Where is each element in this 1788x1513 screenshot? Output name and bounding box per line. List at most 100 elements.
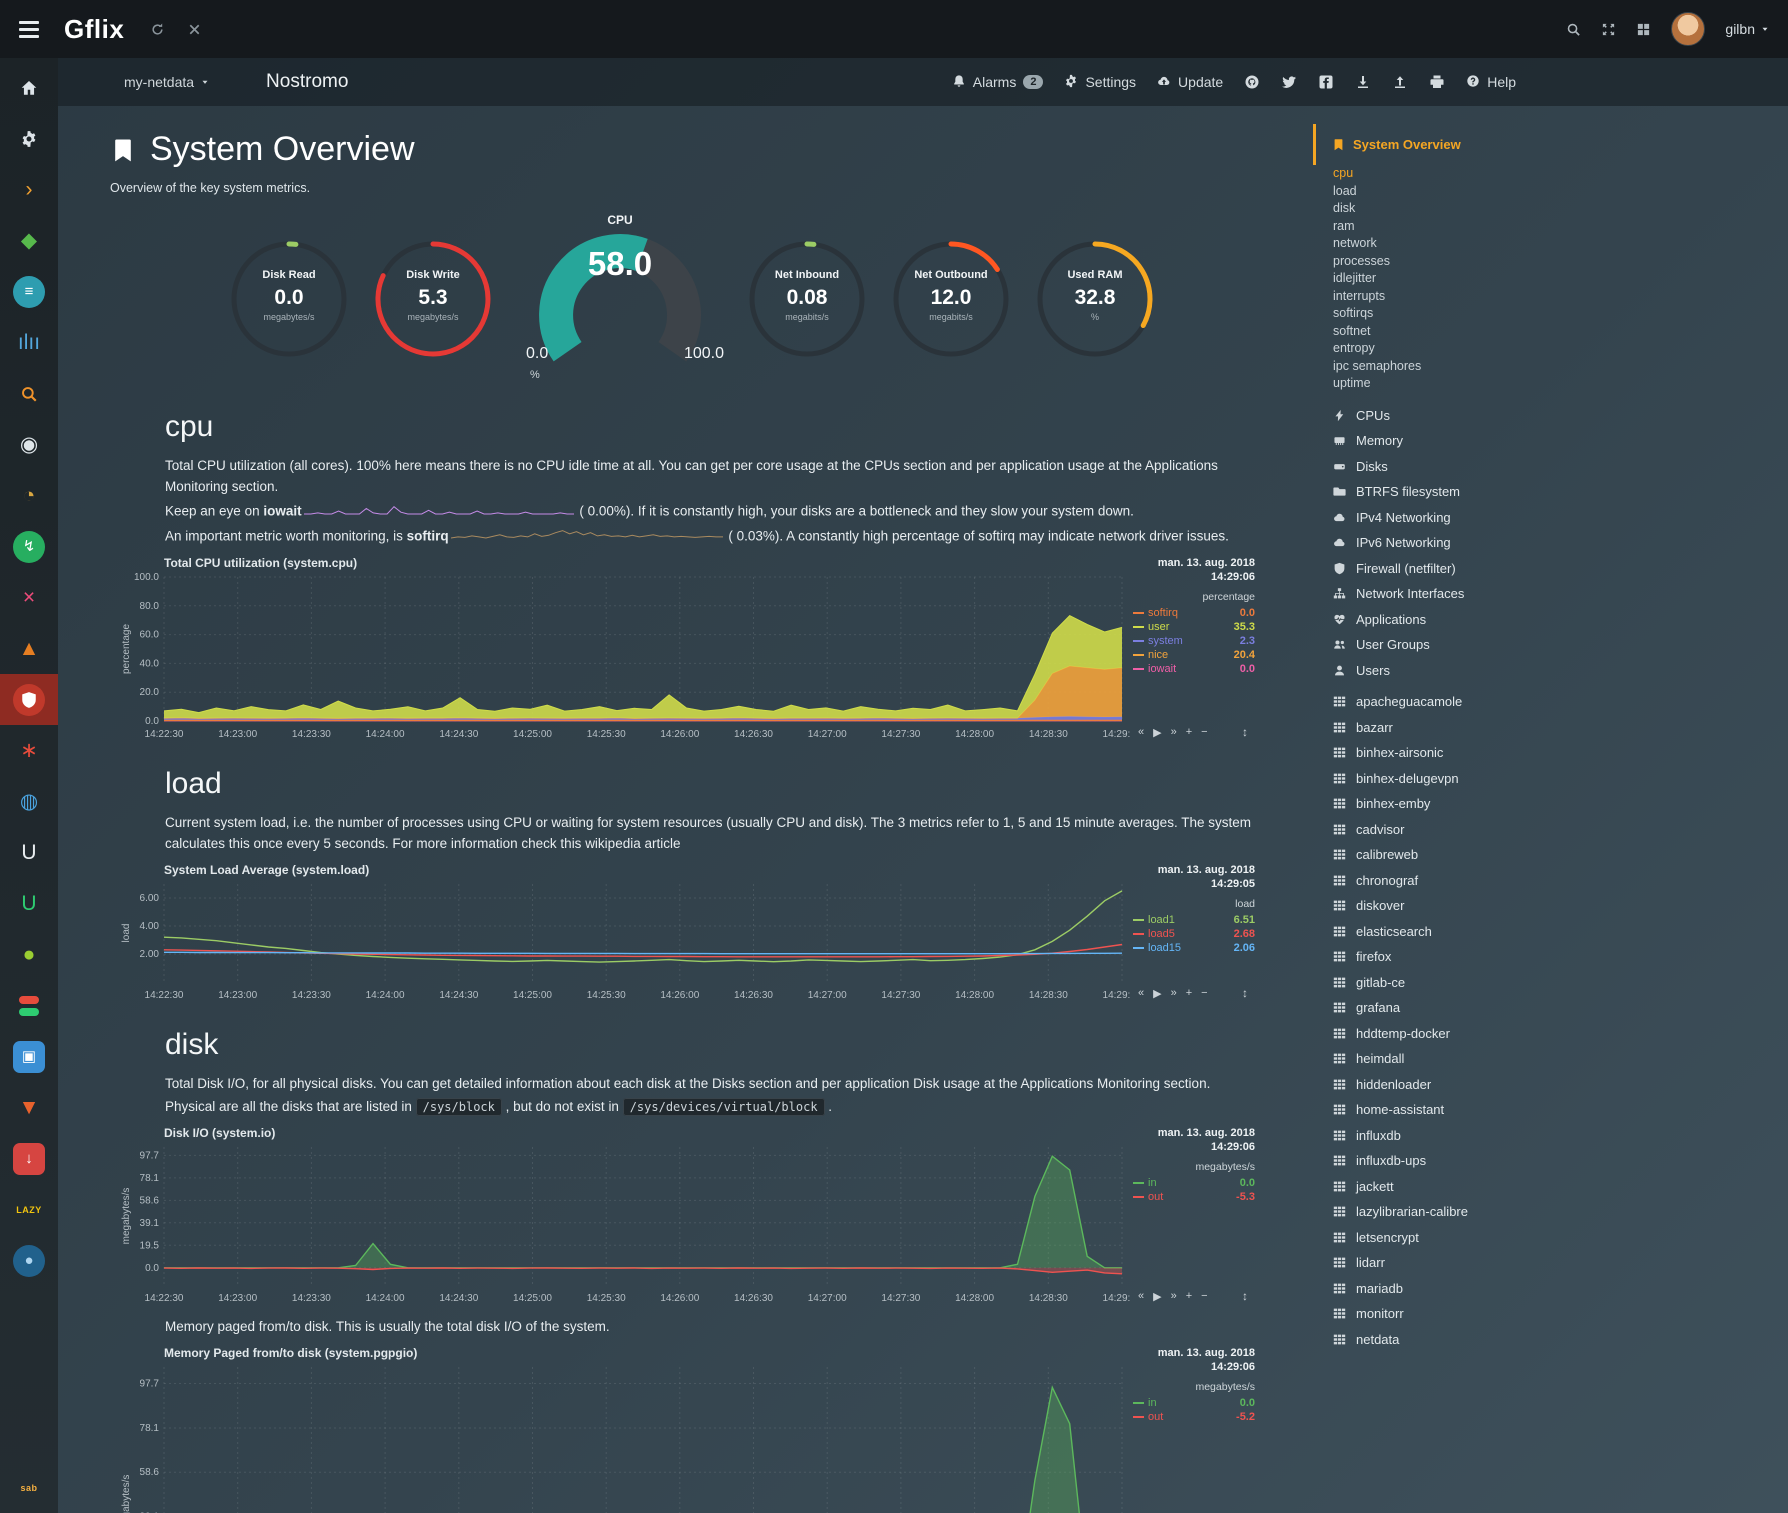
legend-series-in[interactable]: in 0.0 [1133,1396,1255,1410]
legend-series-in[interactable]: in 0.0 [1133,1176,1255,1190]
upload-icon[interactable] [1392,74,1408,90]
menu-app-binhex-airsonic[interactable]: binhex-airsonic [1313,740,1788,766]
tabs-grid-icon[interactable] [1636,22,1651,37]
menu-app-diskover[interactable]: diskover [1313,893,1788,919]
chart-control-3[interactable]: + [1185,1290,1193,1303]
fullscreen-icon[interactable] [1601,22,1616,37]
chart-legend[interactable]: man. 13. aug. 2018 14:29:06 megabytes/s in 0… [1133,1126,1255,1204]
facebook-icon[interactable] [1318,74,1334,90]
legend-series-load1[interactable]: load1 6.51 [1133,913,1255,927]
search-icon[interactable] [1566,22,1581,37]
chart-control-1[interactable]: ▶ [1153,987,1162,1000]
chart-resize-handle[interactable]: ↕ [1242,985,1248,1000]
chart-system-io[interactable]: Disk I/O (system.io) 14:22:30 14:23:00 14:2… [120,1126,1255,1307]
sidebar-app-u-green[interactable]: U [0,878,58,929]
sidebar-app-search-app[interactable] [0,368,58,419]
menu-app-jackett[interactable]: jackett [1313,1174,1788,1200]
sidebar-app-blue-drop[interactable]: ● [0,1235,58,1286]
menu-section-network-interfaces[interactable]: Network Interfaces [1313,581,1788,607]
menu-app-firefox[interactable]: firefox [1313,944,1788,970]
menu-item-processes[interactable]: processes [1333,253,1390,268]
download-icon[interactable] [1355,74,1371,90]
sidebar-app-lazylibrarian[interactable]: LAZY [0,1184,58,1235]
legend-series-load15[interactable]: load15 2.06 [1133,941,1255,955]
menu-app-heimdall[interactable]: heimdall [1313,1046,1788,1072]
menu-item-interrupts[interactable]: interrupts [1333,288,1386,303]
chart-control-1[interactable]: ▶ [1153,1291,1162,1304]
chart-resize-handle[interactable]: ↕ [1242,1289,1248,1304]
chart-control-4[interactable]: − [1201,986,1208,999]
help-button[interactable]: Help [1466,74,1516,91]
sidebar-app-pills[interactable] [0,980,58,1031]
menu-item-softnet[interactable]: softnet [1333,323,1371,338]
menu-item-ipc-semaphores[interactable]: ipc semaphores [1333,358,1422,373]
menu-app-chronograf[interactable]: chronograf [1313,868,1788,894]
menu-item-entropy[interactable]: entropy [1333,341,1375,355]
sidebar-app-airsonic[interactable]: ılıı [0,317,58,368]
chart-control-2[interactable]: » [1170,725,1177,738]
menu-app-apacheguacamole[interactable]: apacheguacamole [1313,689,1788,715]
menu-item-disk[interactable]: disk [1333,201,1356,215]
legend-series-load5[interactable]: load5 2.68 [1133,927,1255,941]
sidebar-app-orange-play[interactable]: › [0,164,58,215]
sidebar-app-settings[interactable] [0,113,58,164]
user-menu[interactable]: gilbn [1725,21,1770,37]
sidebar-app-pink-x[interactable]: × [0,572,58,623]
menu-app-netdata[interactable]: netdata [1313,1327,1788,1353]
menu-section-memory[interactable]: Memory [1313,428,1788,454]
menu-app-letsencrypt[interactable]: letsencrypt [1313,1225,1788,1251]
menu-section-btrfs-filesystem[interactable]: BTRFS filesystem [1313,479,1788,505]
menu-app-binhex-emby[interactable]: binhex-emby [1313,791,1788,817]
chart-control-3[interactable]: + [1185,725,1193,738]
update-button[interactable]: Update [1157,74,1223,91]
legend-series-iowait[interactable]: iowait 0.0 [1133,662,1255,676]
menu-section-ipv6-networking[interactable]: IPv6 Networking [1313,530,1788,556]
menu-item-load[interactable]: load [1333,183,1357,198]
print-icon[interactable] [1429,74,1445,90]
menu-section-disks[interactable]: Disks [1313,454,1788,480]
close-icon[interactable] [187,22,202,37]
chart-control-4[interactable]: − [1201,1290,1208,1303]
chart-system-cpu[interactable]: Total CPU utilization (system.cpu) 14:22:… [120,556,1255,743]
menu-app-monitorr[interactable]: monitorr [1313,1301,1788,1327]
chart-system-load[interactable]: System Load Average (system.load) 14:22:3… [120,863,1255,1004]
menu-item-idlejitter[interactable]: idlejitter [1333,271,1377,285]
sidebar-app-red-download[interactable]: ↓ [0,1133,58,1184]
chart-control-2[interactable]: » [1170,986,1177,999]
settings-button[interactable]: Settings [1064,74,1136,91]
sidebar-app-emby[interactable]: ◆ [0,215,58,266]
menu-item-network[interactable]: network [1333,236,1377,250]
menu-app-bazarr[interactable]: bazarr [1313,715,1788,741]
menu-section-ipv4-networking[interactable]: IPv4 Networking [1313,505,1788,531]
chart-system-pgpgio[interactable]: Memory Paged from/to disk (system.pgpgio… [120,1346,1255,1513]
menu-item-cpu[interactable]: cpu [1333,166,1354,180]
menu-app-gitlab-ce[interactable]: gitlab-ce [1313,970,1788,996]
chart-control-0[interactable]: « [1138,725,1145,738]
menu-app-calibreweb[interactable]: calibreweb [1313,842,1788,868]
sidebar-app-home[interactable] [0,62,58,113]
sidebar-app-u-light[interactable]: U [0,827,58,878]
chart-control-1[interactable]: ▶ [1153,726,1162,739]
menu-app-hddtemp-docker[interactable]: hddtemp-docker [1313,1021,1788,1047]
sidebar-app-photos[interactable]: ▣ [0,1031,58,1082]
sidebar-app-flame[interactable]: ▲ [0,623,58,674]
github-icon[interactable] [1244,74,1260,90]
sidebar-app-red-flower[interactable]: ∗ [0,725,58,776]
sidebar-app-lime-dot[interactable]: ● [0,929,58,980]
chart-canvas[interactable]: 14:22:3014:23:0014:23:3014:24:0014:24:30… [120,1361,1130,1513]
chart-control-0[interactable]: « [1138,986,1145,999]
menu-app-home-assistant[interactable]: home-assistant [1313,1097,1788,1123]
menu-app-lazylibrarian-calibre[interactable]: lazylibrarian-calibre [1313,1199,1788,1225]
menu-item-uptime[interactable]: uptime [1333,376,1371,390]
menu-app-influxdb[interactable]: influxdb [1313,1123,1788,1149]
refresh-icon[interactable] [150,22,165,37]
chart-resize-handle[interactable]: ↕ [1242,724,1248,739]
sidebar-app-chronograf[interactable]: ◔ [0,470,58,521]
menu-section-users[interactable]: Users [1313,658,1788,684]
sidebar-app-gitlab[interactable]: ▼ [0,1082,58,1133]
menu-section-firewall-netfilter-[interactable]: Firewall (netfilter) [1313,556,1788,582]
chart-legend[interactable]: man. 13. aug. 2018 14:29:05 load load1 6.51 l… [1133,863,1255,955]
menu-app-influxdb-ups[interactable]: influxdb-ups [1313,1148,1788,1174]
